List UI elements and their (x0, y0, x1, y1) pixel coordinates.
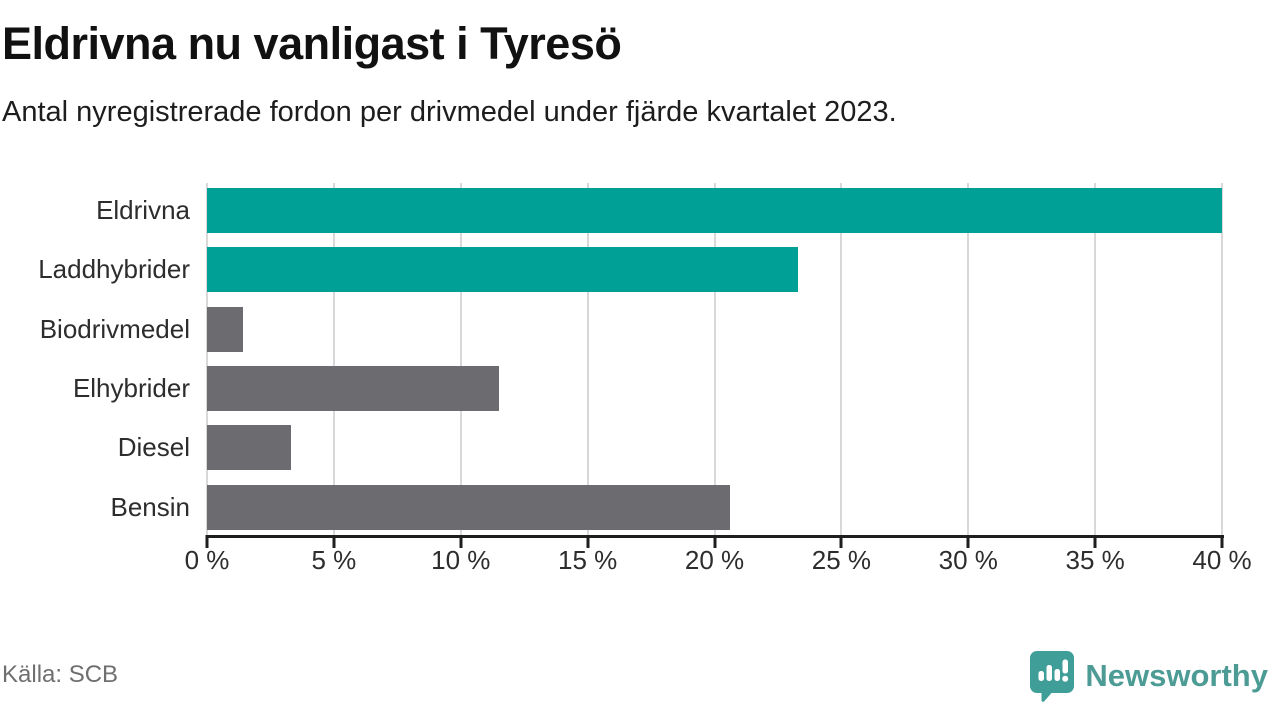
bar-label: Eldrivna (96, 195, 190, 225)
brand-name: Newsworthy (1085, 658, 1268, 693)
bar (207, 188, 1222, 233)
bar-label: Diesel (117, 432, 190, 463)
axis-tick (713, 535, 716, 548)
gridline (1094, 183, 1097, 535)
gridline (713, 183, 716, 535)
axis-tick (966, 535, 970, 548)
brand-lockup: Newsworthy (1029, 650, 1268, 702)
axis-tick-label: 10 % (431, 545, 491, 575)
gridline (1221, 183, 1223, 535)
bar-label: Biodrivmedel (39, 313, 190, 344)
axis-tick (459, 535, 463, 548)
axis-tick-label: 0 % (184, 545, 230, 575)
bar-chart: Eldrivna Laddhybrider Biodrivmedel Elhybrid… (0, 183, 1280, 603)
axis-tick-label: 5 % (311, 545, 357, 575)
newsworthy-logo-icon (1030, 651, 1075, 702)
category-labels: Eldrivna Laddhybrider Biodrivmedel Elhybrid… (0, 183, 190, 535)
bar-label: Elhybrider (72, 372, 190, 403)
gridline (967, 183, 970, 535)
axis-tick-label: 20 % (684, 545, 745, 575)
axis-tick-label: 35 % (1065, 545, 1125, 575)
axis-tick (1220, 535, 1224, 548)
axis-tick (839, 535, 843, 548)
axis-tick-label: 30 % (938, 545, 998, 575)
axis-tick (586, 535, 590, 548)
gridline (332, 183, 335, 535)
bar (207, 365, 499, 411)
axis-tick-label: 15 % (557, 545, 618, 575)
bar (207, 306, 243, 352)
page-subtitle: Antal nyregistrerade fordon per drivmede… (2, 96, 897, 128)
bar (207, 425, 291, 471)
axis-tick-label: 40 % (1192, 545, 1252, 575)
bar (207, 484, 730, 530)
axis-tick (332, 535, 336, 548)
bar-label: Bensin (110, 491, 191, 522)
bar-label: Laddhybrider (38, 254, 190, 285)
axis-tick-label: 25 % (811, 545, 872, 575)
axis-tick (1093, 535, 1097, 548)
gridline (840, 183, 843, 535)
plot-area: 0 % 5 % 10 % 15 % 20 % 25 % 30 % 35 % 40 % (185, 183, 1252, 575)
gridline (206, 183, 208, 535)
gridline (459, 183, 462, 535)
page-title: Eldrivna nu vanligast i Tyresö (2, 18, 622, 69)
source-note: Källa: SCB (2, 661, 119, 688)
axis-tick (205, 535, 209, 548)
bar (207, 247, 799, 293)
gridline (586, 183, 589, 535)
